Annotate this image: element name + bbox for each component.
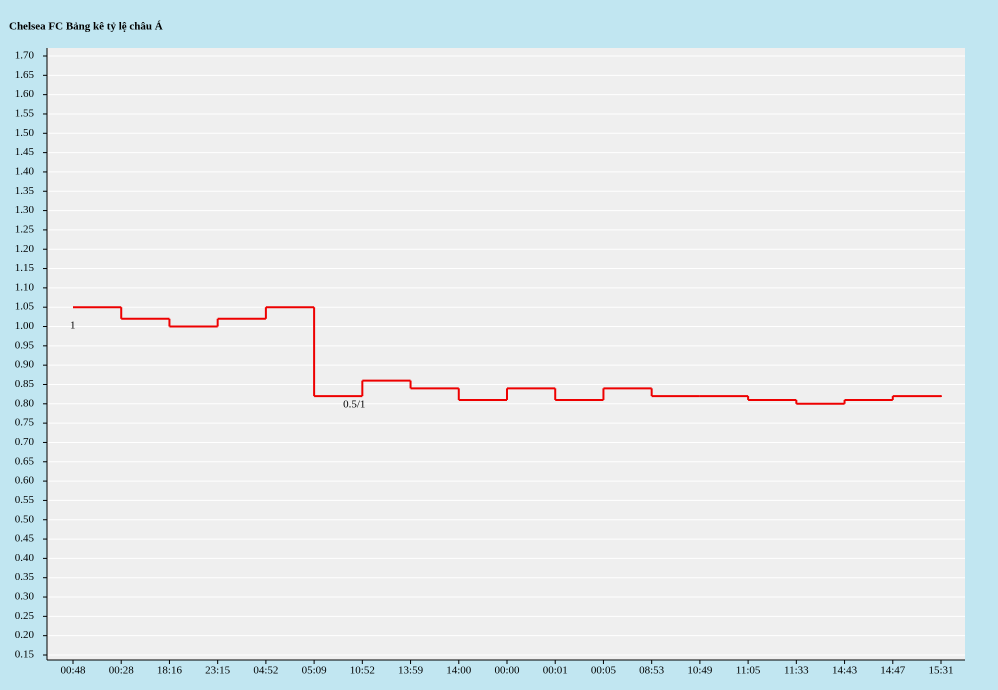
x-tick-label: 00:01 — [543, 665, 568, 677]
y-tick-label: 1.60 — [15, 88, 35, 100]
y-tick-label: 0.60 — [15, 475, 35, 487]
y-tick-label: 1.05 — [15, 301, 35, 313]
y-tick-label: 0.75 — [15, 417, 35, 429]
y-tick-label: 1.35 — [15, 185, 35, 197]
x-tick-label: 11:33 — [784, 665, 809, 677]
x-tick-label: 00:05 — [591, 665, 617, 677]
x-tick-label: 14:00 — [446, 665, 472, 677]
y-tick-label: 1.15 — [15, 262, 35, 274]
x-tick-label: 23:15 — [205, 665, 231, 677]
y-tick-label: 1.55 — [15, 107, 35, 119]
y-tick-label: 1.30 — [15, 204, 35, 216]
y-tick-label: 0.45 — [15, 533, 35, 545]
x-tick-label: 00:28 — [109, 665, 135, 677]
x-tick-label: 00:48 — [60, 665, 86, 677]
y-tick-label: 0.40 — [15, 552, 35, 564]
annotation: 0.5/1 — [343, 399, 365, 411]
y-tick-label: 1.40 — [15, 165, 35, 177]
y-tick-label: 0.50 — [15, 513, 35, 525]
y-tick-label: 0.70 — [15, 436, 35, 448]
y-tick-label: 0.80 — [15, 397, 35, 409]
y-tick-label: 0.35 — [15, 571, 35, 583]
x-tick-label: 13:59 — [398, 665, 424, 677]
y-tick-label: 0.15 — [15, 649, 35, 661]
y-tick-label: 0.55 — [15, 494, 35, 506]
y-tick-label: 0.95 — [15, 339, 35, 351]
y-tick-label: 1.20 — [15, 243, 35, 255]
y-tick-label: 0.25 — [15, 610, 35, 622]
y-tick-label: 0.65 — [15, 455, 35, 467]
x-tick-label: 05:09 — [302, 665, 328, 677]
x-tick-label: 04:52 — [253, 665, 278, 677]
x-tick-label: 14:43 — [832, 665, 858, 677]
y-tick-label: 1.50 — [15, 127, 35, 139]
x-tick-label: 14:47 — [880, 665, 906, 677]
plot-area — [47, 48, 965, 660]
y-tick-label: 1.65 — [15, 69, 35, 81]
x-tick-label: 18:16 — [157, 665, 183, 677]
x-tick-label: 10:52 — [350, 665, 375, 677]
y-tick-label: 0.85 — [15, 378, 35, 390]
x-tick-label: 08:53 — [639, 665, 665, 677]
y-tick-label: 1.70 — [15, 50, 35, 62]
x-tick-label: 10:49 — [687, 665, 713, 677]
x-tick-label: 00:00 — [494, 665, 520, 677]
y-tick-label: 1.25 — [15, 223, 35, 235]
x-tick-label: 15:31 — [928, 665, 953, 677]
y-tick-label: 0.30 — [15, 591, 35, 603]
chart-title: Chelsea FC Bảng kê tỷ lệ châu Á — [9, 21, 163, 33]
y-tick-label: 1.00 — [15, 320, 35, 332]
x-tick-label: 11:05 — [736, 665, 761, 677]
y-tick-label: 0.90 — [15, 359, 35, 371]
y-tick-label: 1.10 — [15, 281, 35, 293]
annotation: 1 — [70, 320, 76, 332]
y-tick-label: 0.20 — [15, 629, 35, 641]
step-end — [940, 395, 942, 398]
y-tick-label: 1.45 — [15, 146, 35, 158]
